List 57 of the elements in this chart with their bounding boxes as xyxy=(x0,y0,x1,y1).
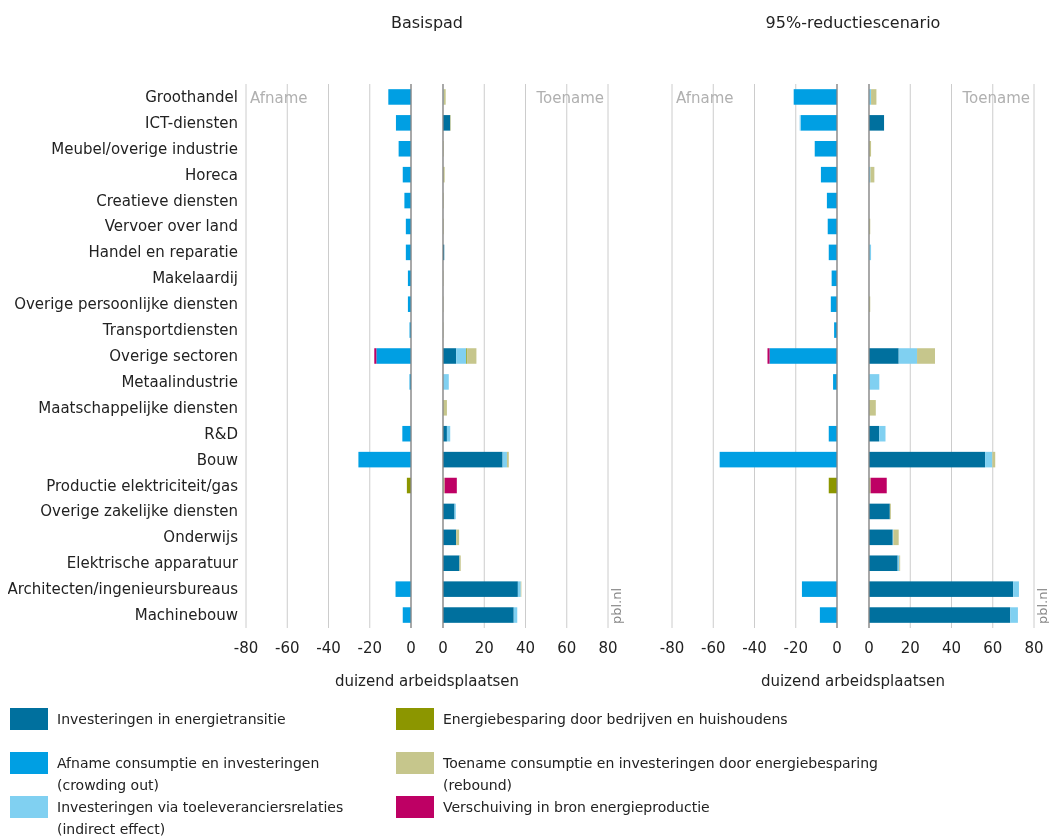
y-tick-label: Meubel/overige industrie xyxy=(51,139,238,158)
y-tick-label: Onderwijs xyxy=(163,528,239,547)
legend-label: Energiebesparing door bedrijven en huishoudens xyxy=(443,711,788,727)
x-tick-label: 40 xyxy=(941,639,962,657)
y-tick-label: R&D xyxy=(204,424,238,443)
y-tick-label: Productie elektriciteit/gas xyxy=(46,476,239,495)
text: pbl.nl xyxy=(1035,587,1050,624)
annotation: Toename xyxy=(961,89,1030,107)
y-tick-label: Bouw xyxy=(196,450,238,469)
x-tick-label: 0 xyxy=(406,639,416,657)
x-tick-label: 20 xyxy=(474,639,494,657)
y-tick-label: Maatschappelijke diensten xyxy=(38,398,238,417)
y-tick-label: Overige persoonlijke diensten xyxy=(14,295,238,314)
legend-label: Afname consumptie en investeringen (crowding out) xyxy=(57,755,320,793)
chart-title: 95%-reductiescenario xyxy=(765,13,941,32)
x-tick-label: -60 xyxy=(701,639,726,657)
chart-title: Basispad xyxy=(390,13,464,32)
y-tick-label: Vervoer over land xyxy=(104,217,238,236)
y-tick-label: Makelaardij xyxy=(152,269,238,288)
annotation: Afname xyxy=(250,89,308,107)
x-tick-label: -60 xyxy=(275,639,300,657)
x-tick-label: -40 xyxy=(316,639,341,657)
x-tick-label: 0 xyxy=(864,639,874,657)
x-tick-label: 40 xyxy=(515,639,536,657)
y-tick-label: Transportdiensten xyxy=(101,321,238,340)
x-tick-label: -20 xyxy=(783,639,808,657)
y-tick-label: Groothandel xyxy=(145,87,238,106)
y-tick-label: Metaalindustrie xyxy=(121,372,238,391)
y-tick-label: Overige zakelijke diensten xyxy=(40,502,238,521)
y-tick-label: Overige sectoren xyxy=(109,347,238,365)
annotation: Toename xyxy=(535,89,604,107)
y-tick-label: Creatieve diensten xyxy=(96,191,238,210)
x-tick-label: -80 xyxy=(233,639,259,657)
legend-label: Toename consumptie en investeringen door energiebesparing (rebound) xyxy=(442,755,878,793)
x-tick-label: 20 xyxy=(900,639,920,657)
y-tick-label: Architecten/ingenieursbureaus xyxy=(7,580,239,599)
x-axis-title: duizend arbeidsplaatsen xyxy=(760,672,946,690)
x-tick-label: 60 xyxy=(557,639,577,657)
annotation: Afname xyxy=(676,89,734,107)
x-tick-label: 0 xyxy=(832,639,842,657)
text: pbl.nl xyxy=(609,587,624,624)
legend-label: Investeringen via toeleveranciersrelaties (indirect effect) xyxy=(57,799,344,837)
x-tick-label: 80 xyxy=(598,639,618,657)
x-tick-label: 60 xyxy=(983,639,1003,657)
y-tick-label: Horeca xyxy=(185,165,238,184)
x-tick-label: -80 xyxy=(659,639,685,657)
x-axis-title: duizend arbeidsplaatsen xyxy=(334,672,520,690)
x-tick-label: -20 xyxy=(357,639,382,657)
legend-label: Verschuiving in bron energieproductie xyxy=(443,799,710,815)
y-tick-label: Handel en reparatie xyxy=(88,243,238,262)
x-tick-label: 80 xyxy=(1024,639,1044,657)
x-tick-label: -40 xyxy=(742,639,767,657)
legend-label: Investeringen in energietransitie xyxy=(57,711,286,727)
y-tick-label: ICT-diensten xyxy=(145,113,238,132)
x-tick-label: 0 xyxy=(438,639,448,657)
y-tick-label: Elektrische apparatuur xyxy=(66,554,239,573)
y-tick-label: Machinebouw xyxy=(134,606,238,625)
